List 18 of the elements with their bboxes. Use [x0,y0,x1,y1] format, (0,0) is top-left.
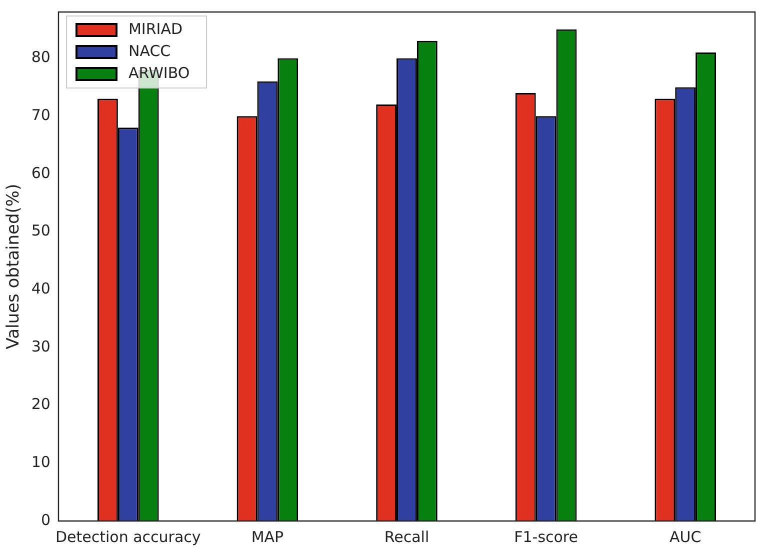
x-tick-label: F1-score [514,528,578,546]
y-tick-label: 80 [31,48,50,66]
x-tick-label: MAP [251,528,284,546]
y-tick-label: 20 [31,395,50,414]
y-tick-label: 0 [40,510,50,529]
legend-label: MIRIAD [128,20,183,38]
y-tick-label: 40 [31,280,50,298]
y-tick-label: 60 [31,164,50,182]
legend-label: ARWIBO [128,64,190,82]
x-tick-label: Recall [384,528,430,546]
y-axis-title: Values obtained(%) [4,184,24,350]
x-tick-label: AUC [669,528,702,546]
legend-label: NACC [128,42,171,60]
x-tick-label: Detection accuracy [55,528,201,546]
y-tick-label: 70 [31,106,50,124]
y-tick-label: 30 [31,337,50,356]
y-tick-label: 10 [31,453,50,472]
y-tick-label: 50 [31,222,50,240]
